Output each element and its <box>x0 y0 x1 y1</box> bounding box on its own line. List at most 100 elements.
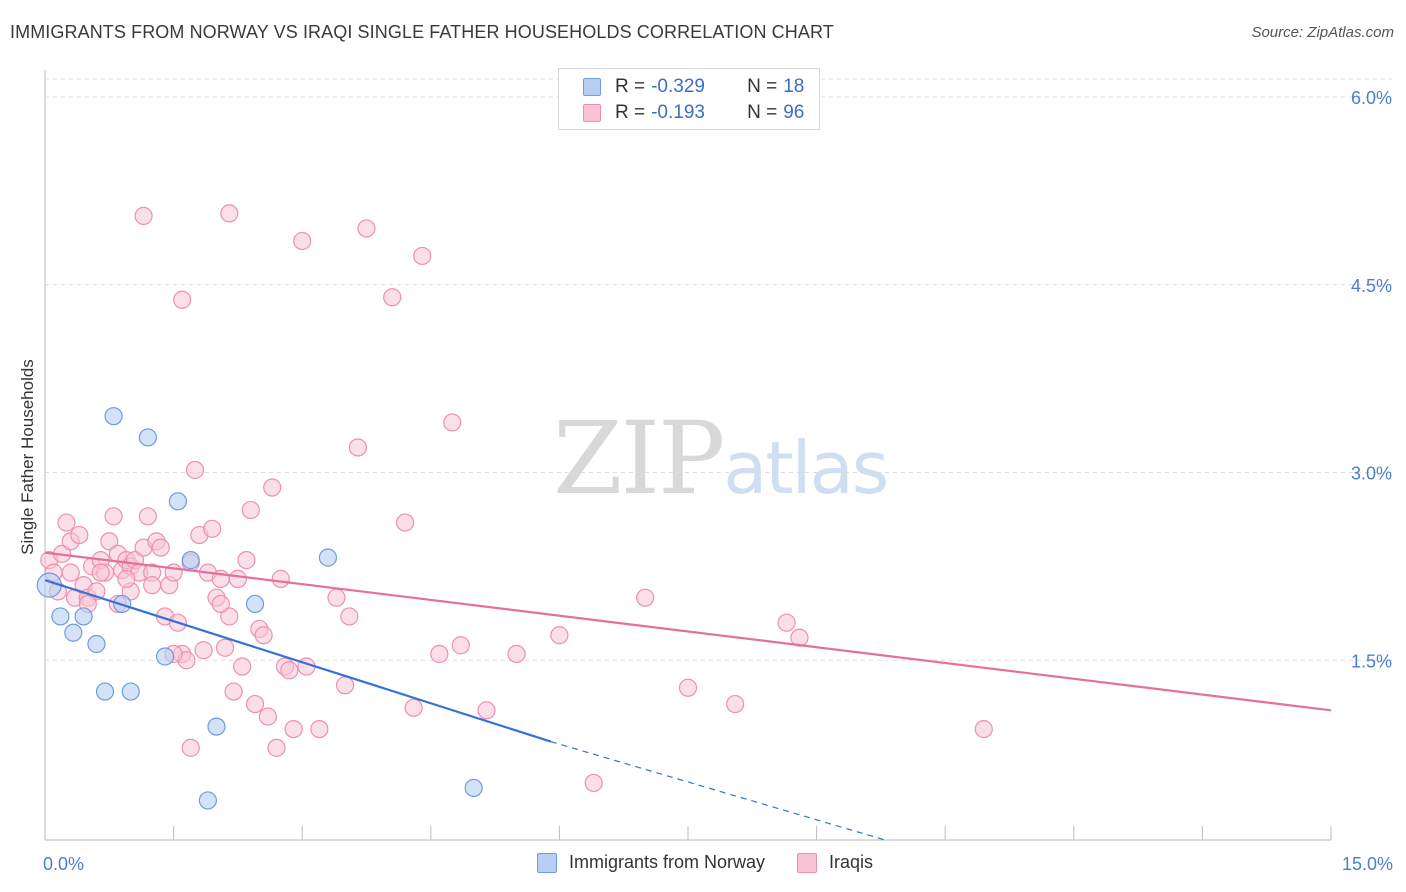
iraqis-point <box>340 607 359 626</box>
iraqis-point <box>348 438 368 457</box>
iraqis-point <box>173 290 192 309</box>
iraqis-point <box>245 694 265 714</box>
iraqis-point <box>117 569 136 588</box>
norway-point <box>318 548 338 567</box>
iraqis-point <box>395 513 415 532</box>
iraqis-n-value: 96 <box>783 102 805 123</box>
legend-iraqis-swatch <box>797 852 818 873</box>
iraqis-point <box>430 644 449 664</box>
legend-norway-label: Immigrants from Norway <box>569 852 766 872</box>
iraqis-point <box>228 569 247 588</box>
iraqis-point <box>185 460 205 480</box>
iraqis-point <box>271 569 290 588</box>
iraqis-point <box>70 525 89 545</box>
norway-n-value: 18 <box>783 76 805 97</box>
norway-n-label: N = <box>747 76 778 97</box>
y-tick-label: 6.0% <box>1351 88 1392 108</box>
iraqis-point <box>91 563 110 582</box>
norway-point <box>464 778 483 798</box>
legend-row-norway: R = -0.329 N = 18 <box>583 75 804 99</box>
series-legend: Immigrants from Norway Iraqis <box>537 852 873 873</box>
norway-trend-line <box>44 579 552 743</box>
norway-point <box>181 551 200 570</box>
norway-point <box>87 634 106 654</box>
norway-swatch <box>583 78 601 96</box>
chart-title: IMMIGRANTS FROM NORWAY VS IRAQI SINGLE F… <box>10 22 834 42</box>
y-tick-label: 4.5% <box>1351 276 1392 296</box>
iraqis-point <box>194 641 213 660</box>
iraqis-point <box>237 551 256 570</box>
iraqis-point <box>404 698 423 717</box>
norway-point <box>168 492 187 511</box>
iraqis-r-value: -0.193 <box>651 102 705 123</box>
iraqis-point <box>280 661 299 680</box>
iraqis-point <box>335 676 355 695</box>
iraqis-point <box>57 513 76 532</box>
iraqis-point <box>151 538 170 557</box>
iraqis-point <box>777 613 796 632</box>
iraqis-point <box>61 563 80 582</box>
iraqis-point <box>678 678 698 697</box>
iraqis-point <box>263 478 282 497</box>
iraqis-point <box>224 682 243 701</box>
iraqis-point <box>327 588 346 607</box>
y-tick-label: 3.0% <box>1351 464 1392 484</box>
iraqis-point <box>241 500 260 520</box>
iraqis-point <box>507 644 526 664</box>
source-credit: Source: ZipAtlas.com <box>1251 24 1394 41</box>
iraqis-point <box>293 231 312 251</box>
iraqis-point <box>550 626 569 645</box>
iraqis-point <box>233 657 252 676</box>
iraqis-point <box>138 507 157 526</box>
iraqis-point <box>974 719 993 739</box>
iraqis-point <box>451 636 470 655</box>
correlation-legend: R = -0.329 N = 18 R = -0.193 N = 96 <box>558 68 820 130</box>
iraqis-point <box>413 246 432 266</box>
iraqis-point <box>477 701 496 720</box>
iraqis-swatch <box>583 104 601 122</box>
watermark: ZIPatlas <box>553 400 889 517</box>
iraqis-point <box>143 576 162 595</box>
norway-point <box>64 623 83 642</box>
iraqis-point <box>443 413 462 432</box>
norway-point <box>207 717 226 736</box>
legend-iraqis-label: Iraqis <box>829 852 874 872</box>
iraqis-point <box>181 738 200 757</box>
iraqis-point <box>584 773 603 793</box>
norway-point <box>198 791 217 810</box>
iraqis-point <box>215 638 235 657</box>
norway-r-value: -0.329 <box>651 76 705 97</box>
iraqis-point <box>267 738 286 757</box>
iraqis-point <box>211 594 230 614</box>
norway-point <box>155 647 175 666</box>
iraqis-point <box>258 707 278 726</box>
legend-row-iraqis: R = -0.193 N = 96 <box>583 101 804 125</box>
iraqis-point <box>254 626 273 645</box>
norway-point <box>51 607 70 626</box>
iraqis-point <box>636 588 655 607</box>
watermark-atlas: atlas <box>723 426 889 510</box>
iraqis-point <box>203 519 222 538</box>
iraqis-n-label: N = <box>747 102 778 123</box>
iraqis-point <box>726 694 745 714</box>
iraqis-trend-line <box>44 551 1332 712</box>
norway-point <box>121 682 140 701</box>
norway-point <box>74 607 93 626</box>
iraqis-point <box>100 532 119 551</box>
norway-point <box>138 428 157 447</box>
iraqis-point <box>310 719 329 739</box>
norway-r-label: R = <box>615 76 646 97</box>
iraqis-point <box>220 204 239 223</box>
norway-trend-extension <box>550 741 886 841</box>
legend-norway-swatch <box>537 852 557 873</box>
iraqis-point <box>284 719 303 739</box>
x-tick-label-max: 15.0% <box>1342 854 1393 874</box>
norway-point <box>104 407 123 426</box>
x-tick-label-min: 0.0% <box>43 854 84 874</box>
iraqis-point <box>220 607 239 626</box>
norway-point <box>95 682 115 701</box>
iraqis-point <box>357 219 376 238</box>
iraqis-r-label: R = <box>615 102 646 123</box>
iraqis-point <box>134 206 153 226</box>
